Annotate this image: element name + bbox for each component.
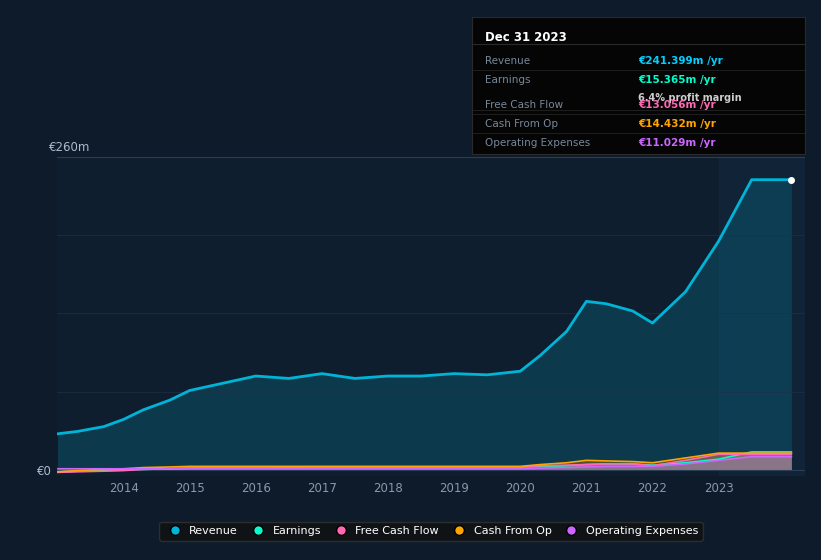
Text: €260m: €260m	[49, 141, 90, 154]
Text: €11.029m /yr: €11.029m /yr	[639, 138, 716, 148]
Text: €14.432m /yr: €14.432m /yr	[639, 119, 716, 129]
Text: Dec 31 2023: Dec 31 2023	[485, 31, 567, 44]
Text: 6.4% profit margin: 6.4% profit margin	[639, 93, 742, 102]
Text: Revenue: Revenue	[485, 55, 530, 66]
Text: Operating Expenses: Operating Expenses	[485, 138, 590, 148]
Text: Earnings: Earnings	[485, 75, 531, 85]
Text: €13.056m /yr: €13.056m /yr	[639, 100, 716, 110]
Bar	[718, 157, 805, 476]
Text: Cash From Op: Cash From Op	[485, 119, 558, 129]
Text: €241.399m /yr: €241.399m /yr	[639, 55, 723, 66]
Legend: Revenue, Earnings, Free Cash Flow, Cash From Op, Operating Expenses: Revenue, Earnings, Free Cash Flow, Cash …	[159, 522, 703, 540]
Text: Free Cash Flow: Free Cash Flow	[485, 100, 563, 110]
Text: €15.365m /yr: €15.365m /yr	[639, 75, 716, 85]
